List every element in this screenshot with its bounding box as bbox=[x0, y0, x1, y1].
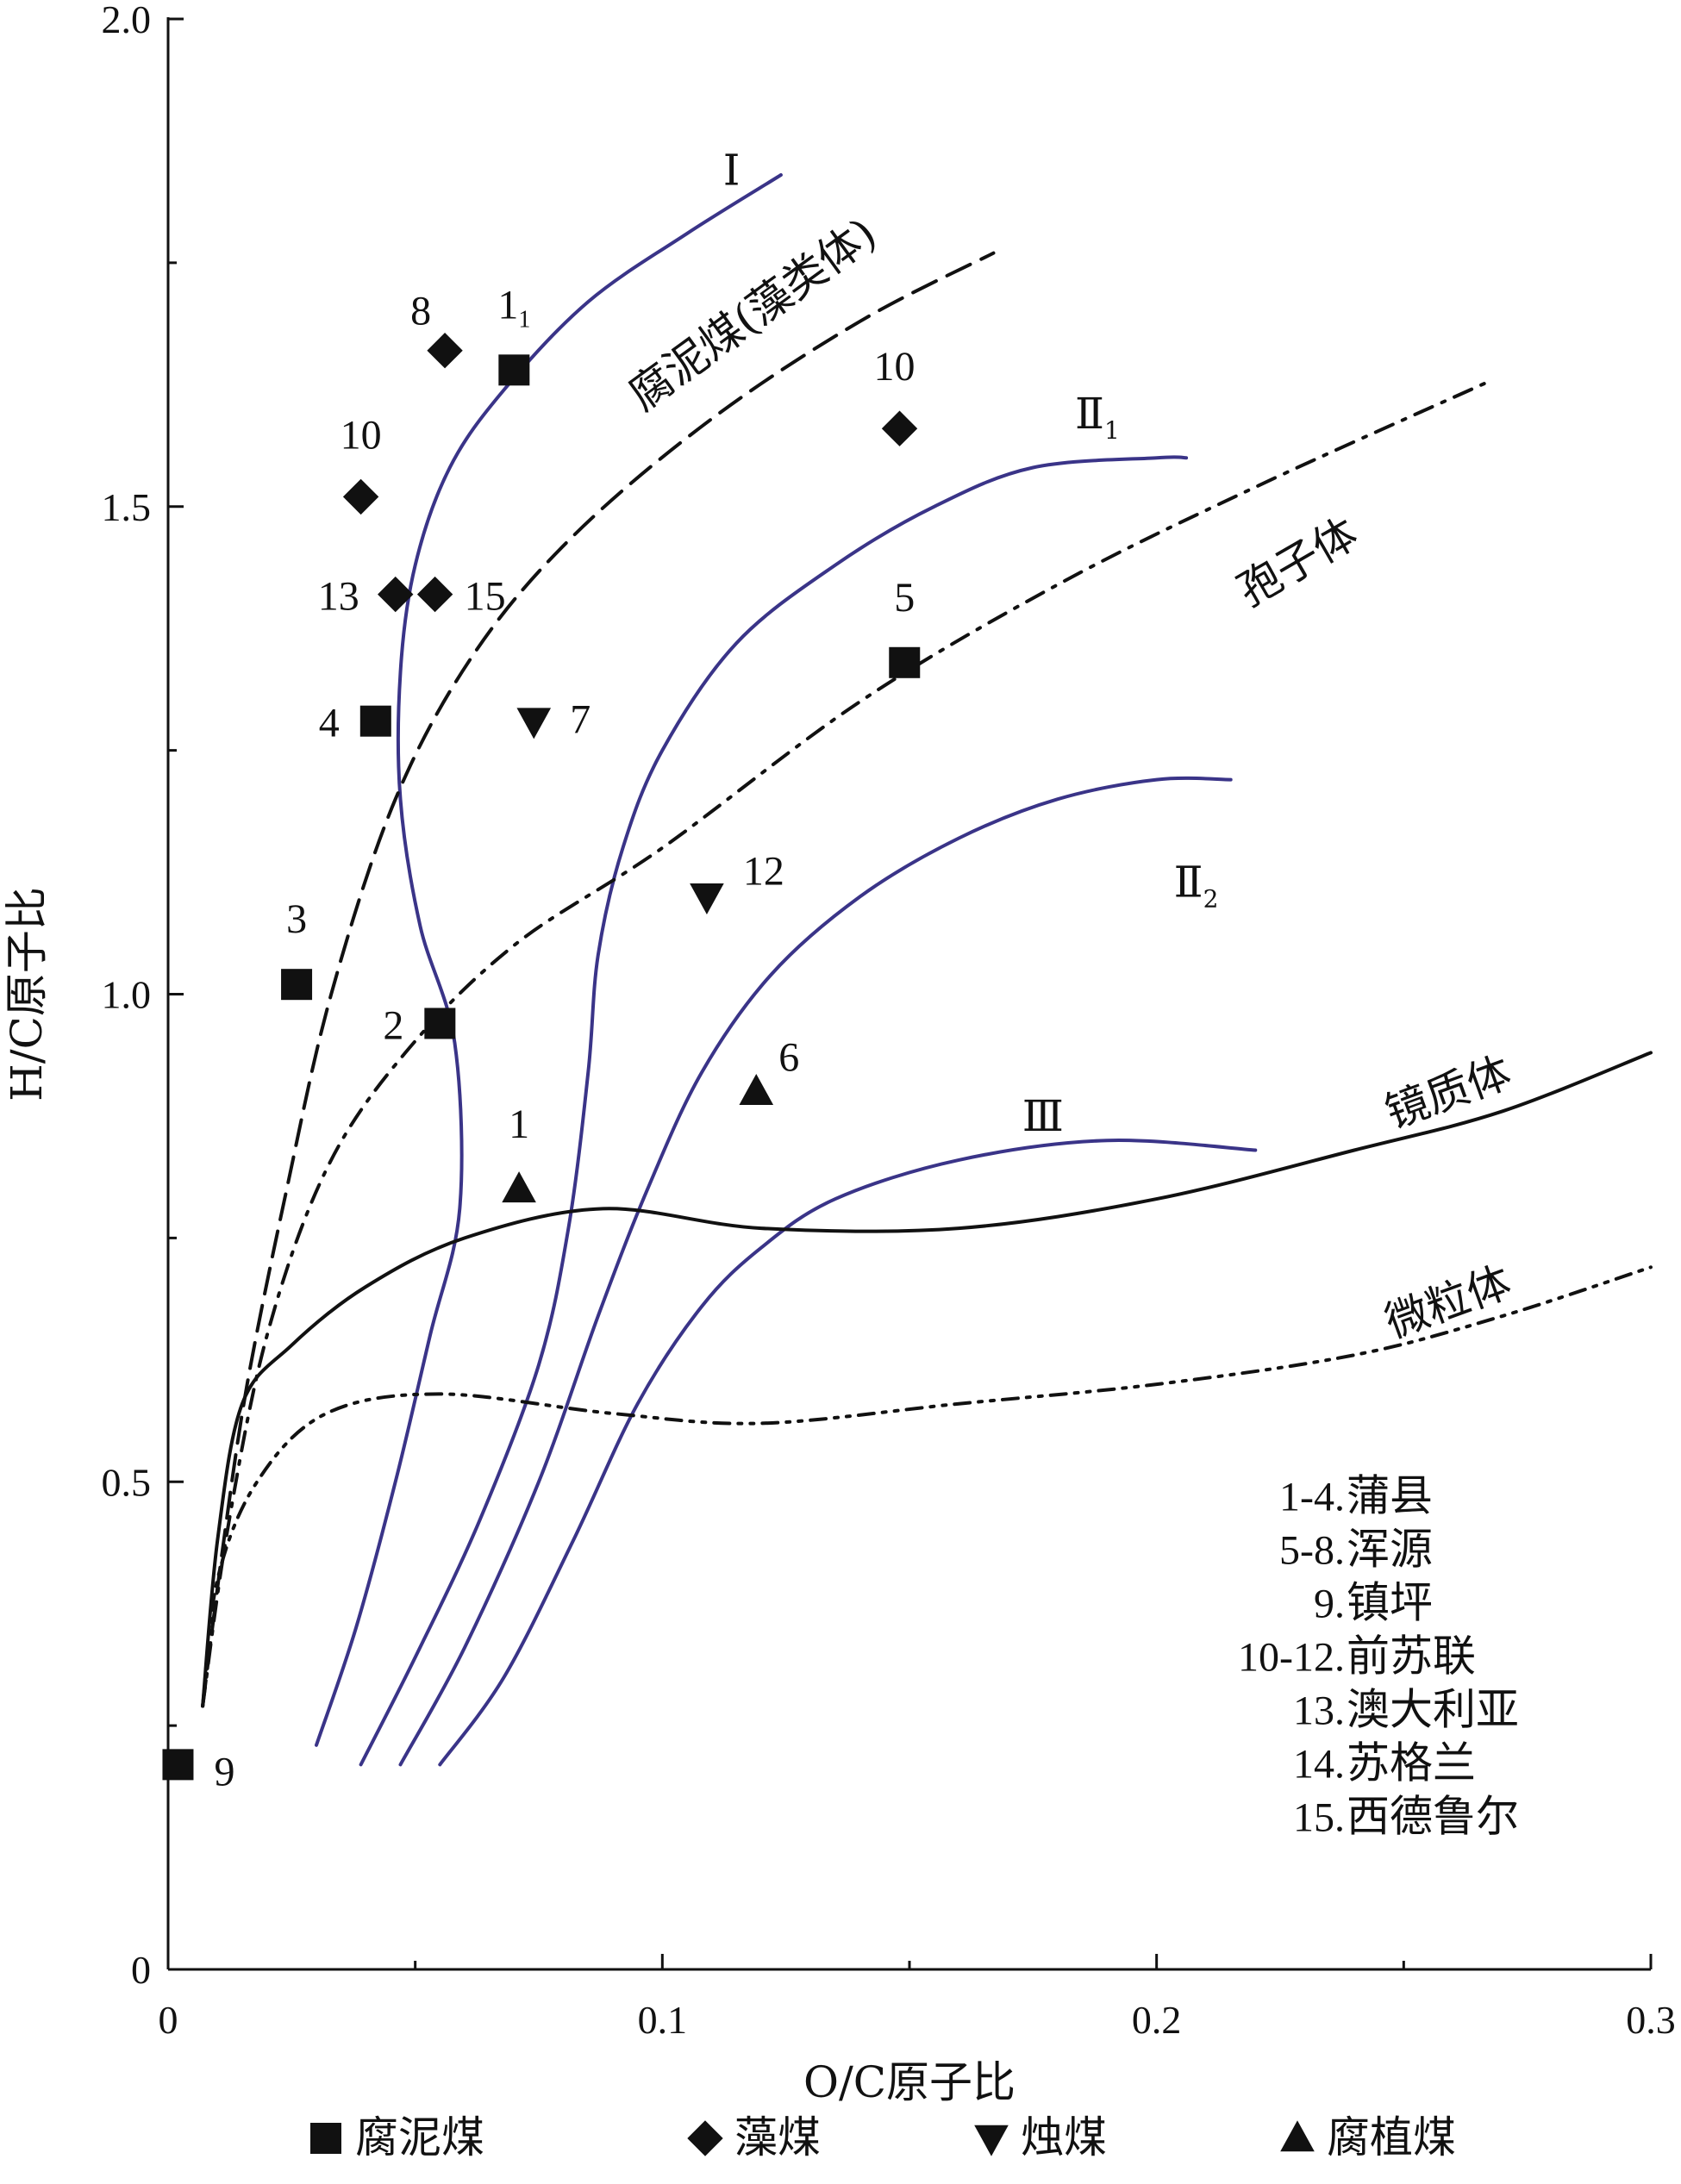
point-square bbox=[889, 646, 921, 678]
legend-label: 腐植煤 bbox=[1327, 2112, 1456, 2162]
y-tick-label: 0.5 bbox=[102, 1460, 152, 1504]
note-number: 14. bbox=[1293, 1742, 1345, 1788]
curve-annotation: Ⅱ2 bbox=[1174, 857, 1219, 913]
y-axis-label: H/C原子比 bbox=[2, 887, 52, 1101]
curve-annotation: Ⅲ bbox=[1022, 1091, 1064, 1141]
axes-group: 0 0.5 1.0 1.5 2.0 0 0.1 0.2 0.3 O/C原子比 H/C原子比 bbox=[2, 0, 1676, 2107]
note-place: 苏格兰 bbox=[1347, 1738, 1476, 1788]
y-tick-label: 1.5 bbox=[102, 485, 152, 529]
point-square bbox=[162, 1749, 194, 1781]
legend-group: 腐泥煤 藻煤 烛煤 腐植煤 bbox=[310, 2112, 1456, 2162]
point-diamond bbox=[378, 576, 414, 613]
legend-label: 腐泥煤 bbox=[355, 2112, 484, 2162]
point-triangle-up bbox=[502, 1171, 536, 1203]
point-label: 13 bbox=[318, 574, 359, 620]
curve-8 bbox=[201, 1265, 1653, 1708]
note-place: 镇坪 bbox=[1347, 1578, 1433, 1628]
note-number: 1-4. bbox=[1279, 1475, 1345, 1520]
point-label: 2 bbox=[383, 1002, 403, 1048]
note-number: 13. bbox=[1293, 1688, 1345, 1734]
curve-annotation: 微粒体 bbox=[1378, 1257, 1517, 1348]
curve-1 bbox=[315, 173, 783, 1747]
note-number: 10-12. bbox=[1238, 1635, 1345, 1681]
note-place: 前苏联 bbox=[1347, 1632, 1476, 1682]
point-label: 6 bbox=[778, 1035, 799, 1081]
point-triangle-down bbox=[516, 708, 552, 739]
point-square bbox=[424, 1008, 456, 1039]
point-label: 11 bbox=[497, 282, 530, 333]
point-label: 3 bbox=[286, 896, 307, 942]
curve-annotation: Ⅰ bbox=[723, 145, 741, 195]
point-diamond bbox=[427, 333, 463, 369]
note-number: 9. bbox=[1314, 1582, 1345, 1627]
note-place: 澳大利亚 bbox=[1347, 1685, 1519, 1735]
note-place: 蒲县 bbox=[1347, 1471, 1433, 1521]
note-number: 5-8. bbox=[1279, 1528, 1345, 1574]
point-label: 15 bbox=[465, 574, 506, 620]
point-triangle-up bbox=[739, 1073, 774, 1105]
legend-marker-diamond bbox=[687, 2120, 723, 2156]
note-place: 浑源 bbox=[1347, 1525, 1433, 1575]
note-place: 西德鲁尔 bbox=[1347, 1792, 1519, 1842]
curve-annotation: 孢子体 bbox=[1229, 509, 1366, 616]
point-triangle-down bbox=[690, 883, 724, 915]
x-tick-label: 0.1 bbox=[638, 1998, 688, 2042]
x-tick-label: 0.2 bbox=[1132, 1998, 1182, 2042]
curve-4 bbox=[438, 1138, 1258, 1767]
points-group: 11 2 3 4 5 9 8 10 10 13 15 7 12 1 6 bbox=[162, 282, 921, 1794]
point-label: 1 bbox=[509, 1101, 529, 1147]
point-label: 9 bbox=[214, 1749, 234, 1794]
point-label: 5 bbox=[894, 575, 915, 621]
legend-marker-triangle-down bbox=[974, 2125, 1009, 2156]
y-tick-label: 1.0 bbox=[102, 973, 152, 1017]
curve-3 bbox=[398, 776, 1233, 1767]
curve-5 bbox=[201, 251, 996, 1708]
curve-annotation: Ⅱ1 bbox=[1075, 389, 1120, 445]
curve-annotation: 镜质体 bbox=[1378, 1047, 1517, 1139]
x-tick-label: 0 bbox=[159, 1998, 178, 2042]
curve-6 bbox=[201, 378, 1495, 1708]
point-label: 8 bbox=[410, 289, 431, 334]
point-diamond bbox=[342, 478, 379, 515]
point-square bbox=[498, 354, 530, 386]
x-axis-label: O/C原子比 bbox=[803, 2057, 1015, 2107]
x-tick-label: 0.3 bbox=[1626, 1998, 1676, 2042]
legend-marker-square bbox=[310, 2123, 341, 2154]
point-diamond bbox=[881, 410, 918, 446]
y-tick-label: 0 bbox=[131, 1948, 151, 1992]
point-diamond bbox=[416, 576, 453, 613]
point-label: 4 bbox=[319, 701, 340, 746]
point-label: 7 bbox=[570, 697, 591, 743]
point-label-subscript: 1 bbox=[518, 306, 530, 333]
curve-annotation-subscript: 1 bbox=[1104, 416, 1120, 445]
legend-marker-triangle-up bbox=[1280, 2120, 1315, 2152]
curve-2 bbox=[359, 455, 1189, 1767]
legend-label: 藻煤 bbox=[734, 2112, 821, 2162]
legend-label: 烛煤 bbox=[1021, 2112, 1107, 2162]
point-label: 12 bbox=[743, 848, 784, 894]
point-square bbox=[281, 969, 313, 1001]
y-tick-label: 2.0 bbox=[102, 0, 152, 41]
curves-group bbox=[201, 173, 1653, 1767]
point-label: 10 bbox=[341, 412, 382, 458]
point-label: 10 bbox=[874, 344, 915, 390]
curve-annotation-subscript: 2 bbox=[1203, 884, 1219, 913]
curve-7 bbox=[201, 1051, 1653, 1708]
point-square bbox=[359, 705, 391, 737]
note-number: 15. bbox=[1293, 1795, 1345, 1841]
